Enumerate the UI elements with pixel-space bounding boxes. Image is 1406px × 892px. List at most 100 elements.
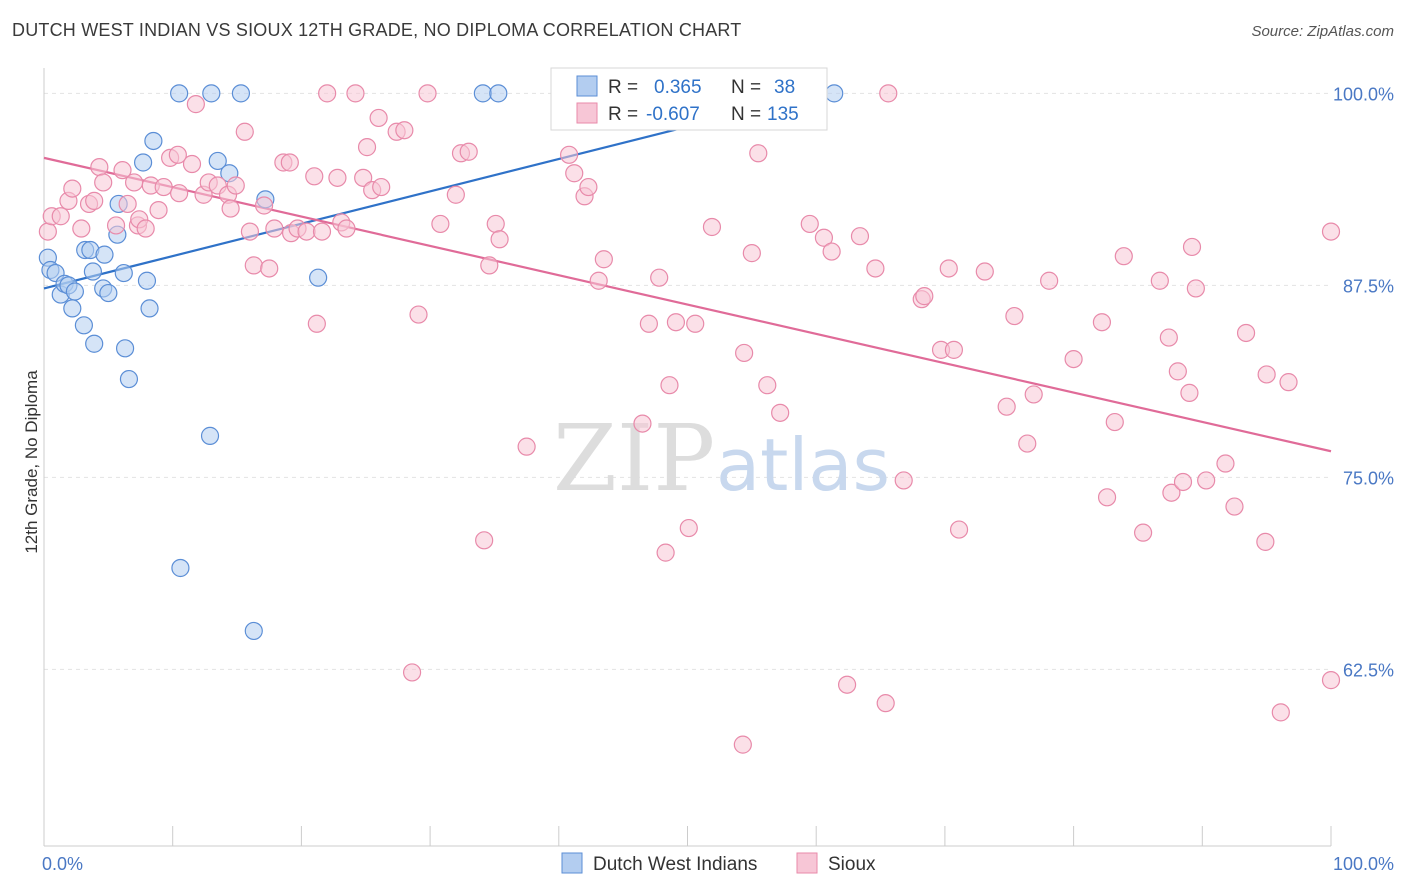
sioux-point — [1321, 222, 1341, 241]
dutch-west-indian-point — [171, 558, 190, 578]
sioux-point — [1236, 323, 1256, 343]
sioux-point — [395, 121, 414, 140]
sioux-point — [650, 268, 669, 287]
sioux-point — [446, 185, 465, 204]
axes — [43, 68, 1332, 847]
legend-r-label: R = — [608, 104, 638, 125]
sioux-point — [735, 343, 754, 363]
sioux-point — [876, 694, 895, 713]
chart-title: DUTCH WEST INDIAN VS SIOUX 12TH GRADE, N… — [12, 20, 742, 40]
x-tick-labels: 0.0% 100.0% — [42, 854, 1394, 874]
bottom-legend: Dutch West Indians Sioux — [561, 852, 876, 875]
dutch-west-indian-point — [202, 84, 221, 103]
dutch-west-indian-point — [231, 84, 251, 103]
sioux-point — [822, 242, 841, 261]
dutch-west-indian-point — [137, 271, 157, 290]
legend-n-label: N = — [731, 77, 761, 98]
sioux-point — [72, 219, 91, 238]
sioux-point — [939, 259, 958, 278]
sioux-point — [639, 314, 658, 333]
sioux-point — [894, 471, 913, 490]
legend: R = 0.365 N = 38 R = -0.607 N = 135 — [550, 67, 828, 131]
sioux-point — [565, 164, 584, 183]
dutch-west-indian-point — [85, 334, 104, 353]
sioux-point — [1256, 532, 1275, 551]
sioux-point — [1182, 237, 1202, 257]
y-tick-label: 62.5% — [1343, 660, 1394, 680]
sioux-point — [686, 314, 705, 333]
sioux-point — [402, 663, 422, 682]
sioux-point — [318, 84, 337, 103]
dutch-west-indian-point — [170, 84, 189, 103]
sioux-point — [490, 230, 509, 249]
watermark: ZIP atlas — [553, 405, 890, 512]
sioux-point — [118, 194, 137, 214]
sioux-point — [221, 199, 240, 218]
y-tick-label: 100.0% — [1333, 84, 1394, 104]
sioux-point — [409, 305, 428, 324]
dutch-west-indian-point — [83, 262, 103, 281]
sioux-point — [418, 84, 437, 103]
legend-swatch-sioux — [576, 102, 598, 124]
sioux-point — [106, 216, 126, 235]
sioux-point — [1279, 373, 1298, 392]
sioux-point — [297, 222, 316, 241]
sioux-point — [480, 256, 499, 275]
sioux-point — [915, 287, 934, 306]
sioux-point — [1162, 483, 1181, 502]
dutch-west-indian-point — [144, 131, 163, 151]
dutch-west-indian-point — [309, 268, 328, 287]
sioux-point — [475, 531, 494, 550]
dutch-west-indian-point — [489, 84, 508, 103]
dutch-west-indian-point — [74, 316, 93, 335]
bottom-legend-label-dutch: Dutch West Indians — [593, 854, 757, 875]
sioux-point — [656, 543, 675, 562]
sioux-point — [328, 168, 347, 187]
sioux-point — [742, 244, 761, 263]
bottom-legend-label-sioux: Sioux — [828, 854, 876, 875]
sioux-point — [1024, 385, 1043, 404]
trend-lines — [43, 98, 1332, 453]
sioux-point — [254, 196, 274, 215]
sioux-point — [51, 207, 70, 226]
sioux-point — [1257, 365, 1276, 384]
sioux-point — [771, 403, 790, 422]
dutch-west-indian-point — [133, 153, 153, 172]
y-tick-labels: 100.0% 87.5% 75.0% 62.5% — [1333, 84, 1394, 680]
y-axis-title: 12th Grade, No Diploma — [22, 370, 41, 554]
watermark-atlas: atlas — [716, 423, 890, 507]
sioux-point — [1168, 362, 1187, 381]
sioux-point — [997, 397, 1016, 416]
dutch-west-indian-point — [114, 263, 133, 283]
legend-n-value: 38 — [774, 77, 795, 98]
legend-swatch-dutch — [576, 75, 598, 97]
sioux-point — [579, 177, 598, 197]
dutch-west-indian-point — [200, 426, 220, 445]
sioux-point — [1216, 454, 1235, 473]
sioux-point — [879, 84, 898, 103]
dutch-west-indian-point — [244, 621, 263, 641]
sioux-point — [733, 735, 752, 754]
sioux-point — [354, 168, 373, 187]
sioux-point — [307, 314, 326, 333]
sioux-point — [90, 157, 109, 177]
bottom-legend-swatch-sioux — [796, 852, 818, 874]
sioux-point — [235, 122, 254, 141]
sioux-point — [240, 222, 260, 241]
sioux-point — [1064, 349, 1083, 369]
sioux-point — [346, 84, 365, 103]
sioux-point — [1150, 271, 1169, 290]
sioux-point — [1005, 306, 1024, 326]
sioux-point — [1097, 488, 1117, 507]
sioux-point — [814, 228, 834, 247]
sioux-point — [1114, 247, 1133, 266]
sioux-point — [280, 153, 299, 172]
bottom-legend-swatch-dutch — [561, 852, 583, 874]
sioux-point — [63, 179, 82, 198]
legend-r-label: R = — [608, 77, 638, 98]
sioux-point — [1180, 383, 1199, 402]
sioux-point — [372, 177, 391, 197]
x-tick-label: 0.0% — [42, 854, 83, 874]
chart-source: Source: ZipAtlas.com — [1251, 23, 1394, 40]
